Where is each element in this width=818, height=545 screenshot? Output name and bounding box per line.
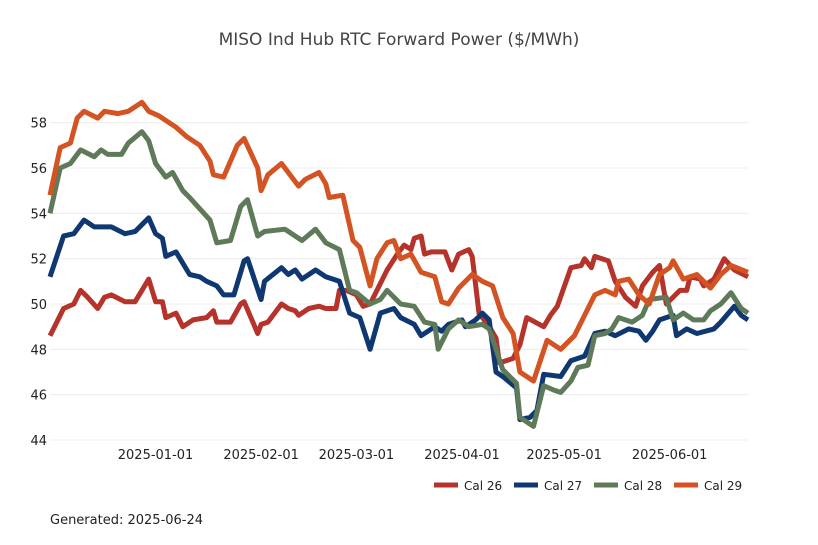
x-tick-label: 2025-06-01 <box>632 448 708 463</box>
y-tick-label: 56 <box>30 162 47 177</box>
x-tick-label: 2025-02-01 <box>223 448 299 463</box>
series-line-cal-29 <box>47 99 749 384</box>
y-axis: 44 46 48 50 52 54 56 58 <box>30 117 47 449</box>
y-tick-label: 52 <box>30 253 47 268</box>
y-tick-label: 58 <box>30 117 47 132</box>
legend-label-cal-29: Cal 29 <box>704 479 742 493</box>
y-tick-label: 44 <box>30 434 47 449</box>
series-line-cal-28 <box>47 129 750 429</box>
y-tick-label: 48 <box>30 343 47 358</box>
y-tick-label: 46 <box>30 389 47 404</box>
chart-title: MISO Ind Hub RTC Forward Power ($/MWh) <box>219 30 580 50</box>
series-line-cal-26 <box>47 233 750 366</box>
y-tick-label: 50 <box>30 298 47 313</box>
generated-date: Generated: 2025-06-24 <box>50 513 204 528</box>
series-line-cal-27 <box>47 215 750 423</box>
x-tick-label: 2025-01-01 <box>118 448 194 463</box>
legend: Cal 26 Cal 27 Cal 28 Cal 29 <box>434 479 742 493</box>
legend-label-cal-26: Cal 26 <box>464 479 502 493</box>
y-tick-label: 54 <box>30 207 47 222</box>
x-tick-label: 2025-05-01 <box>526 448 602 463</box>
legend-label-cal-28: Cal 28 <box>624 479 662 493</box>
x-tick-label: 2025-04-01 <box>424 448 500 463</box>
series-lines <box>47 99 750 429</box>
legend-label-cal-27: Cal 27 <box>544 479 582 493</box>
x-axis: 2025-01-01 2025-02-01 2025-03-01 2025-04-01… <box>118 448 708 463</box>
x-tick-label: 2025-03-01 <box>319 448 395 463</box>
